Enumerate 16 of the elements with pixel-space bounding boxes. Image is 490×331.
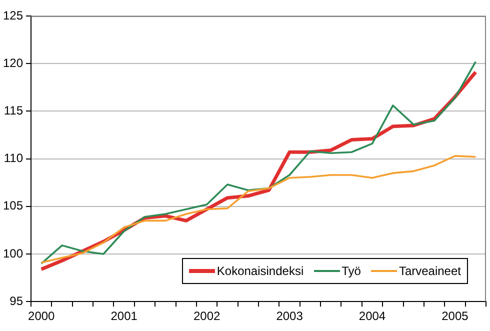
x-tick-label: 2003 (276, 309, 304, 324)
legend-label: Tarveaineet (398, 264, 461, 278)
legend-label: Työ (342, 264, 361, 278)
y-tick-label: 110 (4, 151, 24, 166)
y-tick-label: 115 (4, 104, 24, 118)
x-tick-label: 2002 (193, 309, 220, 324)
y-tick-label: 120 (2, 56, 24, 70)
legend-label: Kokonaisindeksi (216, 264, 304, 278)
y-tick-label: 125 (2, 8, 24, 22)
x-tick-label: 2004 (358, 309, 386, 324)
y-tick-label: 100 (2, 246, 24, 260)
x-tick-label: 2000 (28, 309, 56, 324)
x-tick-label: 2001 (110, 309, 138, 324)
y-tick-label: 95 (10, 294, 24, 308)
y-tick-label: 105 (2, 198, 24, 213)
x-tick-label: 2005 (442, 309, 469, 324)
